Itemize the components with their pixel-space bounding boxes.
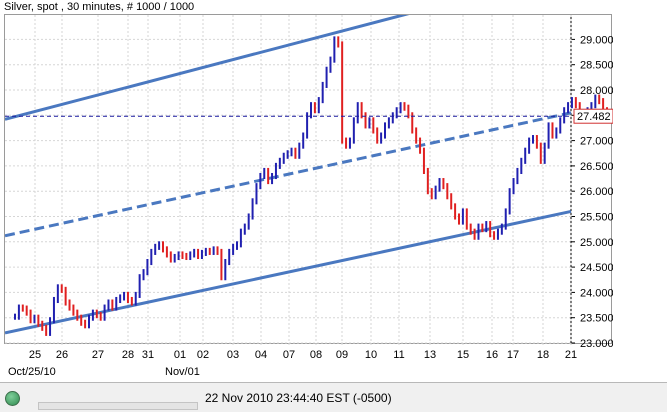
x-tick-label: 13 <box>424 349 436 361</box>
x-tick-label: 01 <box>174 349 186 361</box>
y-tick-label: 29.000 <box>580 34 613 46</box>
y-tick-label: 23.500 <box>580 313 613 325</box>
x-tick-label: 03 <box>227 349 239 361</box>
y-tick-label: 24.500 <box>580 262 613 274</box>
x-tick-label: 09 <box>336 349 348 361</box>
current-price-box <box>573 108 613 124</box>
x-tick-label: 04 <box>255 349 267 361</box>
x-tick-label: 16 <box>486 349 498 361</box>
trend-channel-line <box>5 209 572 335</box>
status-timestamp: 22 Nov 2010 23:44:40 EST (-0500) <box>205 391 392 405</box>
x-tick-label: 27 <box>92 349 104 361</box>
x-tick-label: 15 <box>457 349 469 361</box>
y-tick-label: 28.000 <box>580 85 613 97</box>
x-tick-label: 25 <box>29 349 41 361</box>
x-tick-label: 02 <box>197 349 209 361</box>
y-tick-label: 23.000 <box>580 338 613 350</box>
price-chart[interactable]: 23.000 23.500 24.000 24.500 25.000 25.500 26.0… <box>5 15 613 385</box>
chart-title: Silver, spot , 30 minutes, # 1000 / 1000 <box>4 1 195 13</box>
trend-channel-line <box>5 15 410 121</box>
y-tick-label: 27.000 <box>580 136 613 148</box>
current-price-label: 27.482 <box>577 111 611 123</box>
y-tick-label: 25.000 <box>580 237 613 249</box>
x-sublabel: Nov/01 <box>165 366 200 378</box>
x-tick-label: 07 <box>283 349 295 361</box>
y-tick-label: 24.000 <box>580 287 613 299</box>
x-tick-label: 10 <box>365 349 377 361</box>
x-tick-label: 31 <box>142 349 154 361</box>
x-sublabel: Oct/25/10 <box>8 366 56 378</box>
y-tick-label: 26.000 <box>580 186 613 198</box>
x-tick-label: 11 <box>393 349 404 361</box>
y-tick-label: 28.500 <box>580 60 613 72</box>
trend-channel-line <box>5 111 572 238</box>
x-tick-label: 21 <box>565 349 577 361</box>
y-tick-label: 25.500 <box>580 212 613 224</box>
chart-scrollbar[interactable] <box>38 402 198 410</box>
x-tick-label: 28 <box>122 349 134 361</box>
y-tick-label: 26.500 <box>580 161 613 173</box>
x-tick-label: 08 <box>310 349 322 361</box>
x-tick-label: 26 <box>56 349 68 361</box>
connection-status-icon <box>5 391 20 406</box>
chart-area[interactable]: 23.000 23.500 24.000 24.500 25.000 25.500 26.0… <box>4 14 613 378</box>
status-bar: 22 Nov 2010 23:44:40 EST (-0500) <box>0 382 667 412</box>
x-tick-label: 17 <box>507 349 519 361</box>
x-tick-label: 18 <box>537 349 549 361</box>
